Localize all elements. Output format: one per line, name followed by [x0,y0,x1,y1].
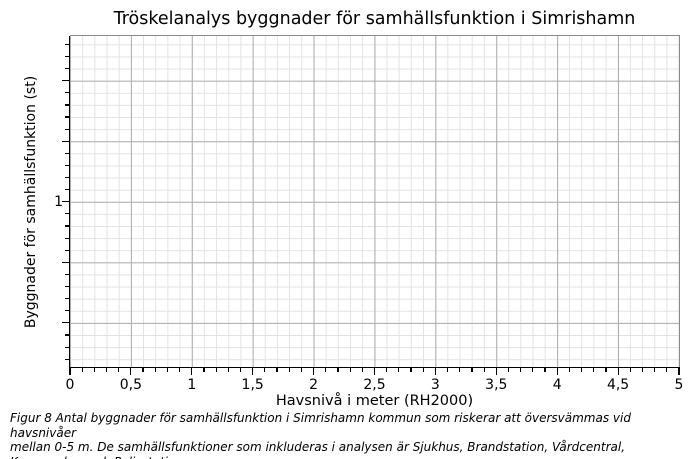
x-tick-label: 3 [430,377,440,393]
x-minor-tick [654,368,656,372]
x-minor-tick [93,368,95,372]
x-tick-label: 4,5 [606,377,630,393]
x-major-tick [556,368,558,376]
x-minor-tick [288,368,290,372]
y-axis-spine [69,36,71,369]
figure-caption: Figur 8 Antal byggnader för samhällsfunk… [10,411,696,459]
x-minor-tick [215,368,217,372]
y-major-tick [61,80,69,82]
x-minor-tick [471,368,473,372]
x-minor-tick [605,368,607,372]
x-minor-tick [629,368,631,372]
plot-area [70,36,679,367]
x-minor-tick [361,368,363,372]
x-minor-tick [398,368,400,372]
chart-title: Tröskelanalys byggnader för samhällsfunk… [113,9,636,29]
x-tick-label: 2,5 [363,377,386,393]
x-minor-tick [666,368,668,372]
x-minor-tick [349,368,351,372]
x-minor-tick [507,368,510,372]
x-minor-tick [166,368,169,372]
x-axis-label: Havsnivå i meter (RH2000) [275,392,474,409]
x-minor-tick [81,368,83,372]
x-minor-tick [593,368,595,372]
x-minor-tick [544,368,546,372]
x-major-tick [191,368,193,376]
x-major-tick [495,368,497,376]
x-tick-label: 1,5 [241,377,264,393]
x-major-tick [313,368,315,376]
x-major-tick [252,368,254,376]
x-minor-tick [410,368,412,372]
x-major-tick [373,368,376,376]
x-tick-label: 1 [187,377,197,393]
x-minor-tick [483,368,485,372]
x-minor-tick [325,368,327,372]
x-axis-spine [69,367,680,369]
x-tick-label: 2 [309,377,319,393]
x-minor-tick [568,368,570,372]
x-tick-label: 3,5 [485,377,508,393]
x-major-tick [69,368,71,376]
x-minor-tick [239,368,242,372]
x-minor-tick [276,368,278,372]
y-tick-label: 1 [54,193,63,210]
x-minor-tick [580,368,583,372]
x-major-tick [617,368,619,376]
right-spine [679,36,680,367]
x-minor-tick [337,368,339,372]
x-minor-tick [422,368,424,372]
x-tick-label: 0 [65,377,75,393]
x-minor-tick [300,368,302,372]
x-minor-tick [641,368,644,372]
x-minor-tick [227,368,229,372]
x-tick-label: 4 [552,377,562,393]
y-major-tick [61,140,69,142]
x-minor-tick [179,368,181,372]
y-major-tick [61,261,69,263]
y-axis-label: Byggnader för samhällsfunktion (st) [23,75,39,328]
x-tick-label: 0,5 [119,377,143,393]
x-major-tick [678,368,680,376]
x-minor-tick [459,368,461,372]
x-tick-label: 5 [674,377,684,393]
x-minor-tick [154,368,156,372]
y-major-tick [61,322,69,324]
x-minor-tick [105,368,108,372]
x-minor-tick [142,368,144,372]
x-minor-tick [446,368,449,372]
top-spine [70,35,680,36]
caption-line: mellan 0-5 m. De samhällsfunktioner som … [10,440,626,455]
caption-line: Figur 8 Antal byggnader för samhällsfunk… [10,411,631,440]
x-minor-tick [203,368,205,372]
x-major-tick [130,368,132,376]
x-minor-tick [118,368,120,372]
caption-line: Kommunhus och Polisstation. [10,455,696,459]
x-minor-tick [520,368,522,372]
x-minor-tick [386,368,388,372]
x-minor-tick [264,368,266,372]
x-minor-tick [532,368,534,372]
x-major-tick [434,368,436,376]
